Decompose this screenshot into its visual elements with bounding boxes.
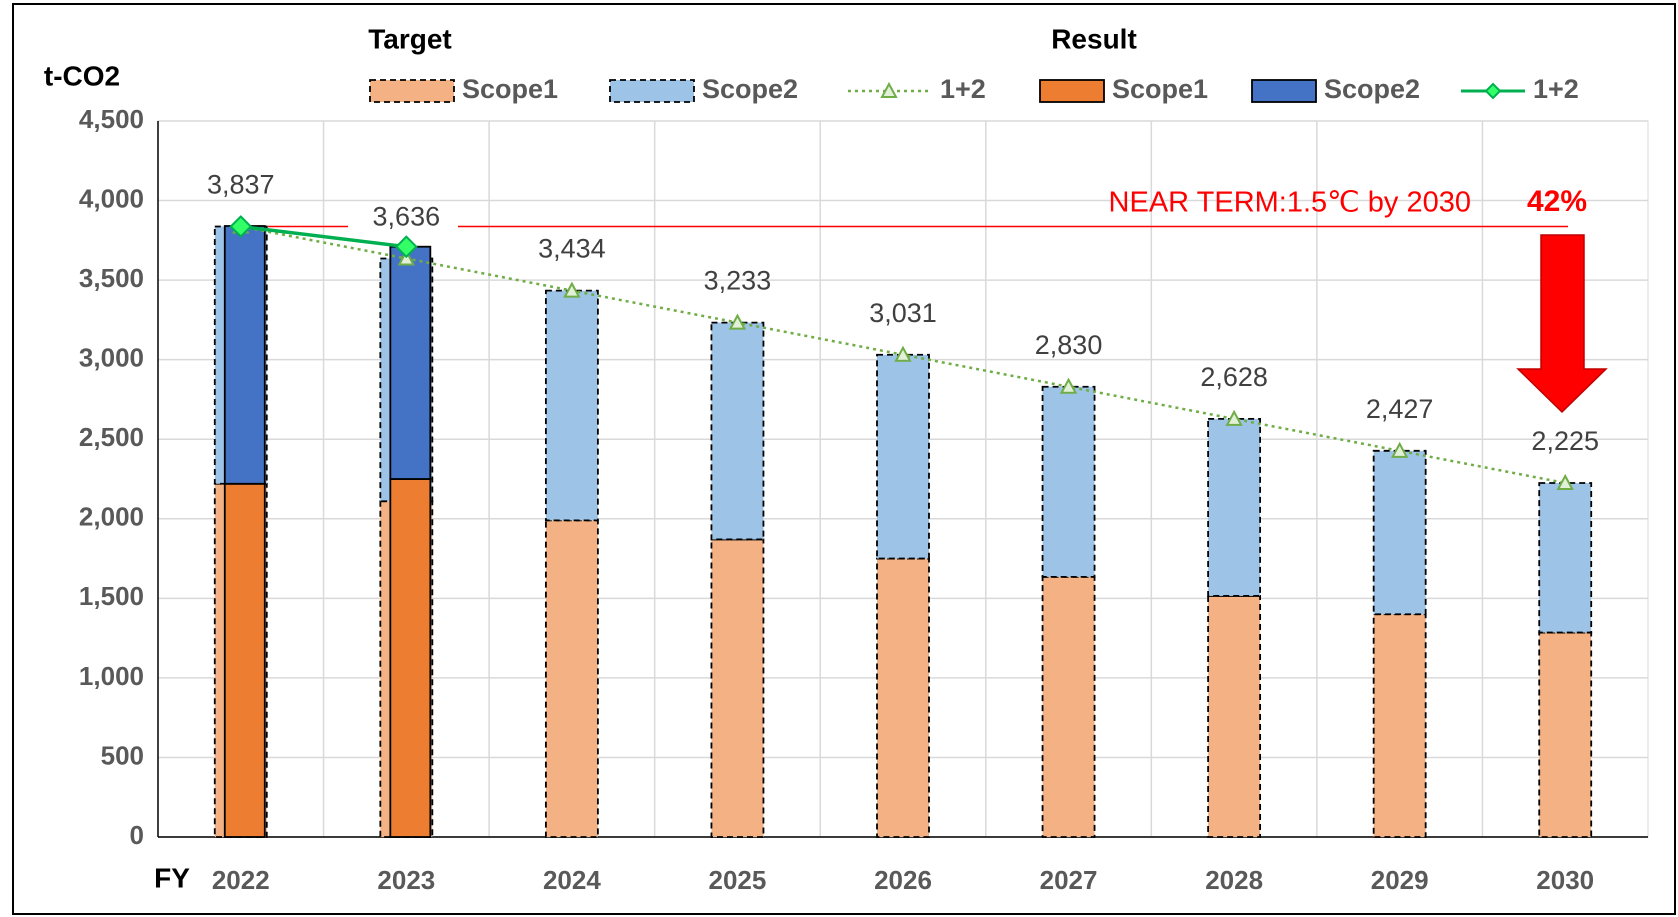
y-tick-label: 3,500 [79,263,144,293]
marker [1556,473,1574,490]
x-tick-label: 2029 [1371,865,1429,895]
legend-label: Scope2 [702,74,798,104]
bar [1041,575,1096,838]
data-label: 3,031 [869,298,937,328]
marker [1059,377,1078,394]
bar [1538,631,1593,838]
legend-label: 1+2 [1533,74,1579,104]
legend-swatch [1251,79,1317,103]
bar [1538,482,1593,634]
y-tick-label: 1,500 [79,581,144,611]
legend-marker [1484,82,1502,100]
bar [1207,595,1262,838]
frame [12,3,1676,915]
x-tick-label: 2027 [1040,865,1098,895]
bar [876,557,930,838]
legend-label: Scope1 [1112,74,1208,104]
bar [1372,449,1427,616]
y-tick-label: 2,500 [79,422,144,452]
legend-swatch [609,79,695,103]
data-label: 2,628 [1200,362,1268,392]
legend-group-title: Target [368,23,452,54]
bar [1372,613,1427,838]
bar [389,478,432,838]
data-label: 3,837 [207,170,275,200]
bar [223,225,266,485]
y-tick-label: 3,000 [79,343,144,373]
bar [710,538,765,838]
marker [1390,441,1409,458]
marker [1225,409,1243,426]
data-label: 2,225 [1531,426,1599,456]
data-label: 3,636 [373,202,441,232]
legend-swatch [1039,79,1105,103]
bar [1041,385,1096,578]
x-tick-label: 2028 [1205,865,1263,895]
x-tick-label: 2023 [377,865,435,895]
arrow [1516,234,1608,414]
marker [894,345,912,362]
legend-marker [880,81,898,98]
legend-label: 1+2 [940,74,986,104]
data-label: 3,233 [704,266,772,296]
x-tick-label: 2022 [212,865,270,895]
y-tick-label: 0 [130,820,144,850]
bar [710,321,765,541]
y-axis-label: t-CO2 [44,60,120,91]
legend-swatch [369,79,455,103]
y-tick-label: 500 [101,740,144,770]
data-label: 2,427 [1366,394,1434,424]
y-tick-label: 4,500 [79,104,144,134]
bar [223,482,266,838]
x-tick-label: 2026 [874,865,932,895]
x-axis-label: FY [154,862,190,893]
y-tick-label: 4,000 [79,183,144,213]
x-tick-label: 2024 [543,865,601,895]
annotation: NEAR TERM:1.5℃ by 2030 [1109,187,1471,219]
data-label: 2,830 [1035,330,1103,360]
bar [876,353,930,560]
bar [389,245,432,480]
x-tick-label: 2025 [709,865,767,895]
bar [544,289,599,522]
legend-label: Scope2 [1324,74,1420,104]
marker [728,313,747,330]
legend-group-title: Result [1051,23,1137,54]
marker [229,215,253,238]
legend-label: Scope1 [462,74,558,104]
marker [563,281,581,298]
annotation: 42% [1527,185,1587,218]
line [240,224,407,249]
bar [1207,417,1262,597]
y-tick-label: 1,000 [79,661,144,691]
bar [544,519,599,838]
y-tick-label: 2,000 [79,502,144,532]
x-tick-label: 2030 [1536,865,1594,895]
data-label: 3,434 [538,234,606,264]
marker [394,235,418,259]
